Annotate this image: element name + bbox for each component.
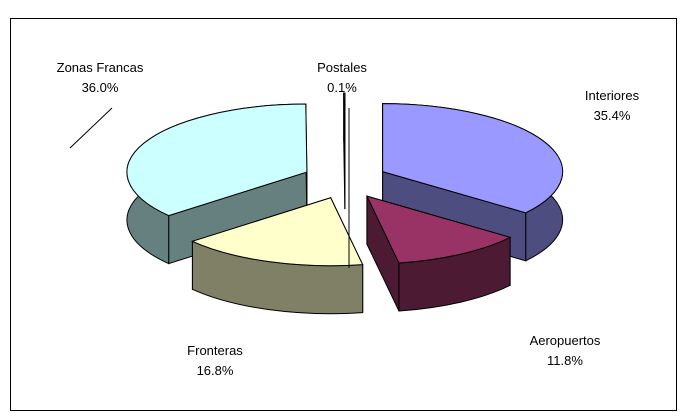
value-label: 0.1% — [327, 80, 357, 95]
slice-label: Fronteras — [187, 343, 243, 358]
value-label: 35.4% — [594, 108, 631, 123]
slice-top — [126, 103, 308, 217]
slice-label: Zonas Francas — [57, 60, 144, 75]
value-label: 36.0% — [82, 80, 119, 95]
leader-line — [69, 107, 113, 149]
slice — [365, 195, 512, 312]
slice-label: Aeropuertos — [530, 333, 601, 348]
slice-top — [382, 103, 564, 214]
slice — [343, 92, 346, 210]
value-label: 16.8% — [197, 363, 234, 378]
slice-label: Interiores — [585, 88, 640, 103]
slice-top — [343, 92, 346, 162]
slice-top — [191, 197, 364, 267]
slice-top — [365, 195, 512, 264]
value-label: 11.8% — [547, 353, 583, 368]
labels: Interiores 35.4% Aeropuertos 11.8% Fronteras… — [57, 60, 640, 378]
slice — [191, 197, 364, 315]
chart-frame — [10, 18, 677, 411]
pie — [126, 92, 564, 315]
slice-label: Postales — [317, 60, 367, 75]
